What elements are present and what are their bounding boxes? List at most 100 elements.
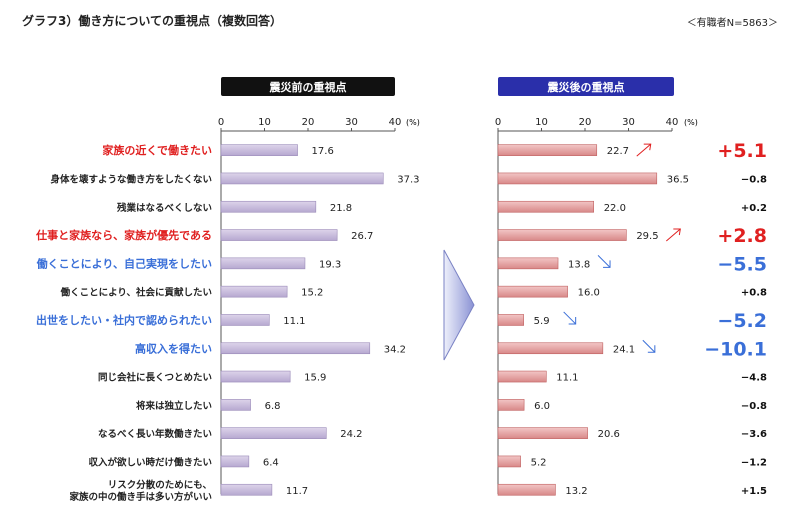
difference-label: +0.2 bbox=[741, 203, 767, 214]
before-panel-title: 震災前の重視点 bbox=[269, 80, 347, 94]
before-value-label: 11.1 bbox=[283, 316, 305, 327]
before-value-label: 17.6 bbox=[312, 146, 334, 157]
arrow-head bbox=[673, 228, 681, 236]
before-bar bbox=[220, 285, 288, 298]
arrow-head bbox=[643, 143, 652, 151]
after-tick-label: 0 bbox=[495, 117, 501, 128]
before-bar bbox=[220, 370, 291, 383]
difference-label: −4.8 bbox=[741, 373, 767, 384]
category-label: リスク分散のためにも、家族の中の働き手は多い方がいい bbox=[69, 479, 212, 503]
before-bar bbox=[220, 257, 306, 270]
before-value-label: 37.3 bbox=[397, 174, 419, 185]
before-value-label: 26.7 bbox=[351, 231, 373, 242]
trend-up-arrow-icon bbox=[665, 228, 681, 242]
before-value-label: 15.2 bbox=[301, 288, 323, 299]
after-axis-unit: (%) bbox=[684, 118, 698, 127]
before-panel-header bbox=[221, 77, 395, 96]
after-panel-header bbox=[498, 77, 674, 96]
before-bar bbox=[220, 342, 371, 355]
after-value-label: 11.1 bbox=[556, 373, 578, 384]
category-label: 出世をしたい・社内で認められたい bbox=[36, 313, 212, 327]
category-label: 高収入を得たい bbox=[135, 341, 212, 355]
before-bar bbox=[220, 455, 250, 468]
before-tick-label: 20 bbox=[302, 117, 315, 128]
arrow-shaft bbox=[636, 143, 652, 157]
before-value-label: 6.8 bbox=[265, 401, 281, 412]
before-bar bbox=[220, 200, 317, 213]
after-bar bbox=[497, 200, 594, 213]
before-value-label: 34.2 bbox=[384, 344, 406, 355]
difference-label: −5.5 bbox=[717, 253, 767, 275]
difference-label: −1.2 bbox=[741, 457, 767, 468]
after-bar bbox=[497, 342, 604, 355]
after-value-label: 6.0 bbox=[534, 401, 550, 412]
before-value-label: 11.7 bbox=[286, 486, 308, 497]
after-value-label: 16.0 bbox=[578, 288, 600, 299]
category-label: 家族の近くで働きたい bbox=[102, 143, 212, 157]
before-axis-unit: (%) bbox=[406, 118, 420, 127]
difference-label: −0.8 bbox=[741, 401, 767, 412]
after-tick-label: 20 bbox=[579, 117, 592, 128]
chart-title: グラフ3）働き方についての重視点（複数回答） bbox=[22, 14, 282, 28]
trend-down-arrow-icon bbox=[642, 339, 656, 353]
difference-label: +5.1 bbox=[717, 140, 767, 162]
before-value-label: 15.9 bbox=[304, 373, 326, 384]
arrow-head bbox=[647, 345, 656, 353]
before-bar bbox=[220, 483, 273, 496]
difference-label: −10.1 bbox=[704, 338, 767, 360]
difference-label: +2.8 bbox=[717, 225, 767, 247]
before-bar bbox=[220, 144, 298, 156]
difference-label: +1.5 bbox=[741, 486, 767, 497]
before-bar bbox=[220, 427, 327, 439]
before-bar bbox=[220, 172, 384, 185]
before-value-label: 6.4 bbox=[263, 457, 279, 468]
after-bar bbox=[497, 370, 547, 383]
after-value-label: 13.2 bbox=[565, 486, 587, 497]
arrow-head bbox=[568, 316, 577, 325]
after-bar bbox=[497, 172, 658, 185]
after-tick-label: 40 bbox=[666, 117, 679, 128]
after-bar bbox=[497, 483, 556, 496]
after-value-label: 5.9 bbox=[534, 316, 550, 327]
after-bar bbox=[497, 314, 524, 326]
after-value-label: 22.7 bbox=[607, 146, 629, 157]
respondent-count: ＜有職者N=5863＞ bbox=[686, 18, 778, 29]
before-tick-label: 30 bbox=[345, 117, 358, 128]
after-value-label: 20.6 bbox=[598, 429, 620, 440]
trend-down-arrow-icon bbox=[597, 254, 611, 268]
before-value-label: 19.3 bbox=[319, 259, 341, 270]
before-value-label: 21.8 bbox=[330, 203, 352, 214]
category-label: 働くことにより、自己実現をしたい bbox=[36, 256, 212, 270]
category-label: なるべく長い年数働きたい bbox=[98, 428, 212, 440]
after-value-label: 22.0 bbox=[604, 203, 626, 214]
after-value-label: 5.2 bbox=[531, 457, 547, 468]
category-label: 身体を壊すような働き方をしたくない bbox=[50, 173, 212, 185]
difference-label: −0.8 bbox=[741, 174, 767, 185]
category-label: 将来は独立したい bbox=[136, 400, 212, 412]
transition-arrow-icon bbox=[443, 249, 475, 361]
after-bar bbox=[497, 455, 521, 468]
category-label: 収入が欲しい時だけ働きたい bbox=[88, 456, 212, 468]
arrow-shaft bbox=[563, 311, 577, 325]
after-bar bbox=[497, 427, 588, 439]
arrow-shaft bbox=[642, 339, 656, 353]
category-label: 仕事と家族なら、家族が優先である bbox=[35, 228, 212, 242]
before-bar bbox=[220, 399, 251, 411]
arrow-shaft bbox=[597, 254, 611, 268]
after-panel-title: 震災後の重視点 bbox=[547, 80, 625, 94]
trend-up-arrow-icon bbox=[636, 143, 652, 157]
trend-down-arrow-icon bbox=[563, 311, 577, 325]
after-tick-label: 30 bbox=[622, 117, 635, 128]
arrow-shaft bbox=[665, 228, 681, 242]
before-tick-label: 0 bbox=[218, 117, 224, 128]
category-label: 残業はなるべくしない bbox=[117, 202, 212, 214]
after-value-label: 36.5 bbox=[667, 174, 689, 185]
after-bar bbox=[497, 285, 568, 298]
before-tick-label: 10 bbox=[258, 117, 271, 128]
before-bar bbox=[220, 229, 338, 241]
before-bar bbox=[220, 314, 270, 326]
after-tick-label: 10 bbox=[535, 117, 548, 128]
difference-label: +0.8 bbox=[741, 288, 767, 299]
category-label: 同じ会社に長くつとめたい bbox=[98, 372, 212, 384]
